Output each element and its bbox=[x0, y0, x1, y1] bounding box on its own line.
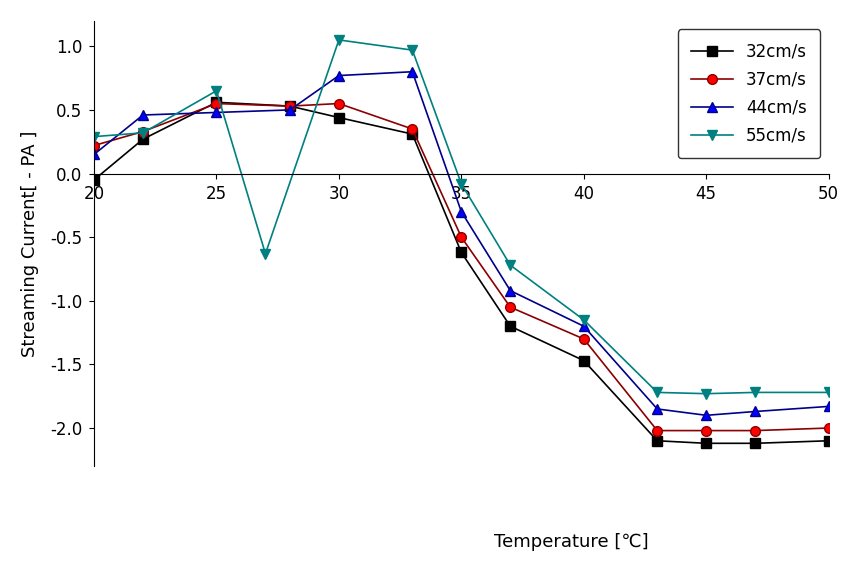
37cm/s bbox=[334, 100, 344, 107]
55cm/s bbox=[750, 389, 760, 396]
55cm/s bbox=[505, 262, 515, 268]
55cm/s bbox=[652, 389, 662, 396]
32cm/s bbox=[285, 103, 295, 110]
55cm/s bbox=[456, 180, 466, 187]
55cm/s bbox=[212, 87, 222, 94]
32cm/s bbox=[212, 99, 222, 106]
37cm/s bbox=[285, 103, 295, 110]
44cm/s bbox=[212, 109, 222, 116]
Line: 37cm/s: 37cm/s bbox=[89, 99, 833, 436]
55cm/s bbox=[334, 37, 344, 43]
32cm/s bbox=[89, 176, 99, 183]
Y-axis label: Streaming Current[ - PA ]: Streaming Current[ - PA ] bbox=[21, 130, 39, 357]
32cm/s bbox=[505, 323, 515, 329]
55cm/s bbox=[701, 390, 711, 397]
32cm/s bbox=[824, 437, 834, 444]
37cm/s bbox=[138, 128, 148, 135]
32cm/s bbox=[701, 440, 711, 447]
55cm/s bbox=[824, 389, 834, 396]
32cm/s bbox=[138, 136, 148, 143]
44cm/s bbox=[285, 106, 295, 113]
37cm/s bbox=[701, 427, 711, 434]
55cm/s bbox=[579, 316, 589, 323]
55cm/s bbox=[407, 47, 417, 54]
44cm/s bbox=[505, 287, 515, 294]
37cm/s bbox=[652, 427, 662, 434]
32cm/s bbox=[407, 131, 417, 138]
37cm/s bbox=[579, 336, 589, 343]
32cm/s bbox=[456, 249, 466, 256]
37cm/s bbox=[89, 142, 99, 149]
32cm/s bbox=[579, 357, 589, 364]
44cm/s bbox=[334, 72, 344, 79]
Line: 32cm/s: 32cm/s bbox=[89, 98, 833, 448]
32cm/s bbox=[334, 114, 344, 121]
55cm/s bbox=[89, 133, 99, 140]
44cm/s bbox=[407, 69, 417, 75]
44cm/s bbox=[824, 403, 834, 410]
X-axis label: Temperature [℃]: Temperature [℃] bbox=[494, 533, 648, 551]
44cm/s bbox=[579, 323, 589, 329]
Line: 44cm/s: 44cm/s bbox=[89, 67, 833, 420]
32cm/s bbox=[750, 440, 760, 447]
55cm/s bbox=[261, 250, 271, 257]
44cm/s bbox=[89, 151, 99, 158]
44cm/s bbox=[652, 405, 662, 412]
37cm/s bbox=[456, 234, 466, 240]
44cm/s bbox=[750, 408, 760, 415]
37cm/s bbox=[750, 427, 760, 434]
37cm/s bbox=[407, 126, 417, 132]
Legend: 32cm/s, 37cm/s, 44cm/s, 55cm/s: 32cm/s, 37cm/s, 44cm/s, 55cm/s bbox=[678, 29, 820, 158]
37cm/s bbox=[212, 100, 222, 107]
44cm/s bbox=[701, 412, 711, 419]
32cm/s bbox=[652, 437, 662, 444]
44cm/s bbox=[456, 208, 466, 215]
55cm/s bbox=[138, 130, 148, 136]
44cm/s bbox=[138, 111, 148, 118]
Line: 55cm/s: 55cm/s bbox=[89, 35, 833, 399]
37cm/s bbox=[505, 304, 515, 311]
37cm/s bbox=[824, 425, 834, 432]
